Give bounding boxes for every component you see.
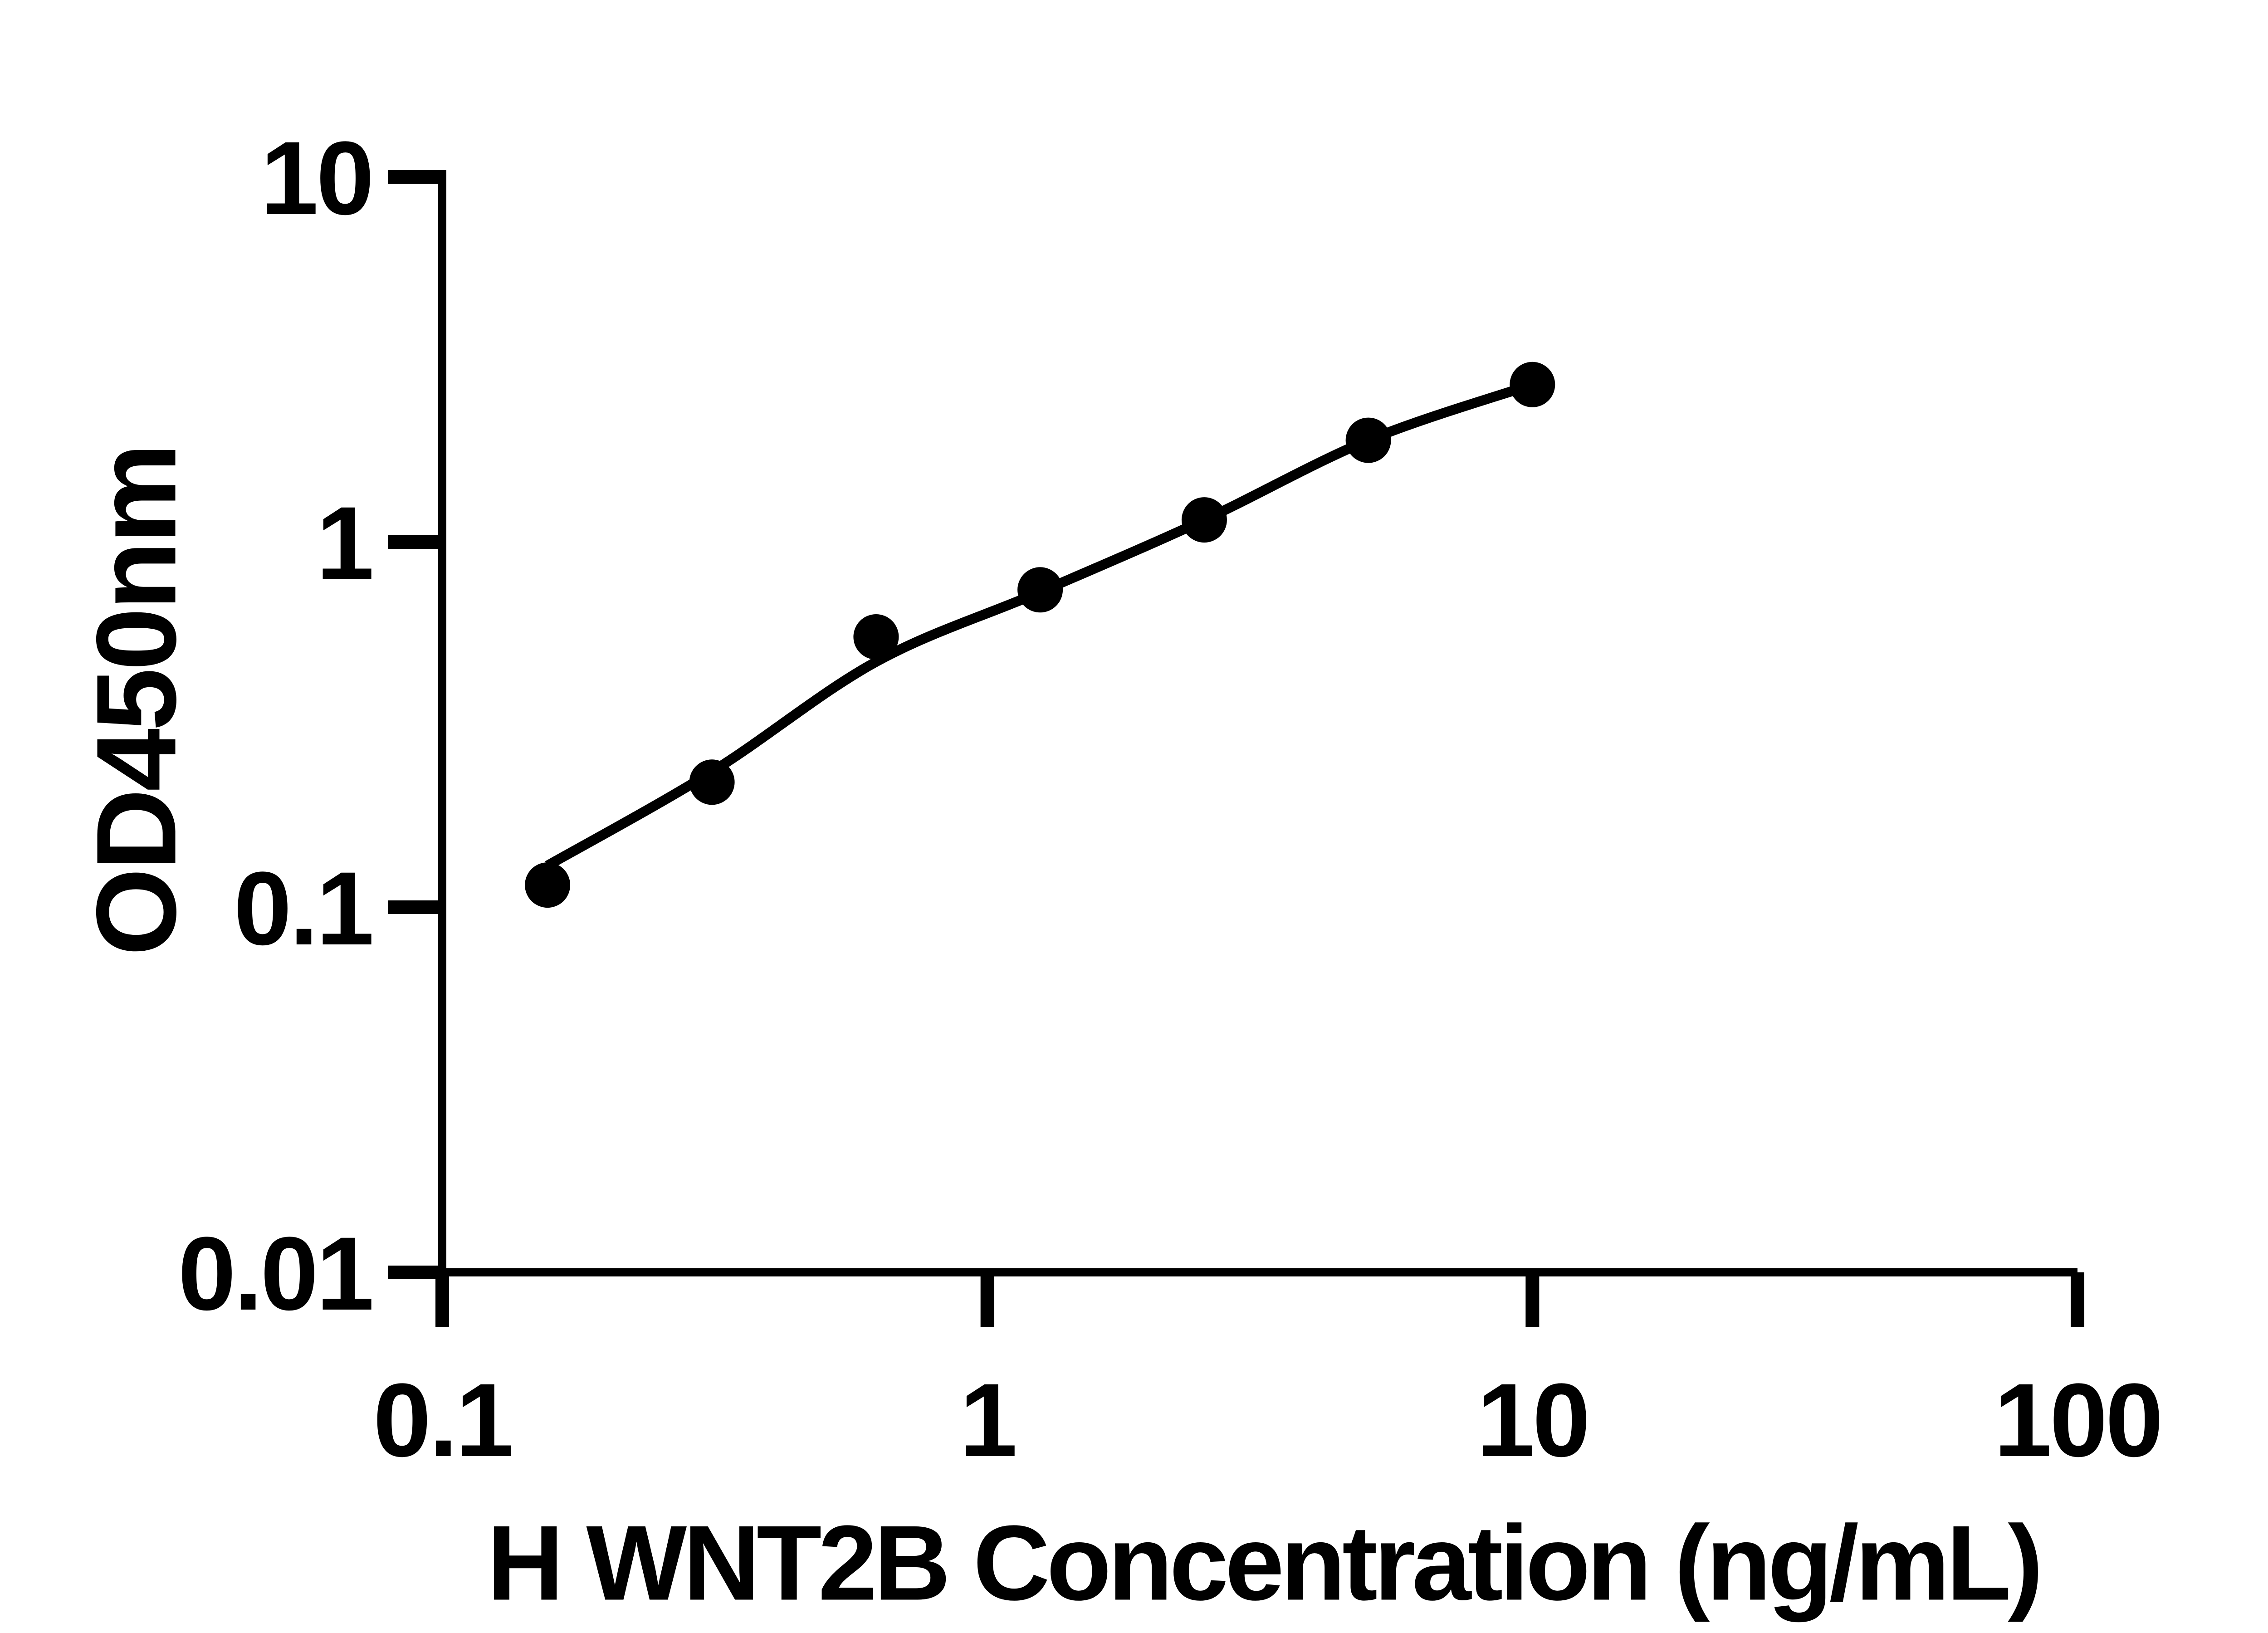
y-tick-label-10: 10: [260, 120, 372, 236]
x-tick-label-0.1: 0.1: [373, 1362, 512, 1478]
x-tick-label-1: 1: [959, 1362, 1015, 1478]
y-tick-label-0.1: 0.1: [234, 850, 372, 967]
y-tick-label-0.01: 0.01: [178, 1215, 372, 1332]
data-point-2.5: [1181, 497, 1227, 543]
x-axis-title: H WNT2B Concentration (ng/mL): [487, 1503, 2043, 1623]
x-tick-label-100: 100: [1994, 1362, 2161, 1478]
data-point-5: [1345, 417, 1391, 463]
data-point-0.625: [853, 614, 899, 660]
data-point-0.3125: [689, 759, 735, 805]
y-tick-label-1: 1: [316, 485, 372, 601]
data-point-0.156: [525, 862, 571, 908]
y-axis-title: OD450nm: [73, 445, 200, 956]
x-tick-label-10: 10: [1476, 1362, 1588, 1478]
data-point-10: [1510, 362, 1555, 407]
data-point-1.25: [1017, 567, 1063, 613]
